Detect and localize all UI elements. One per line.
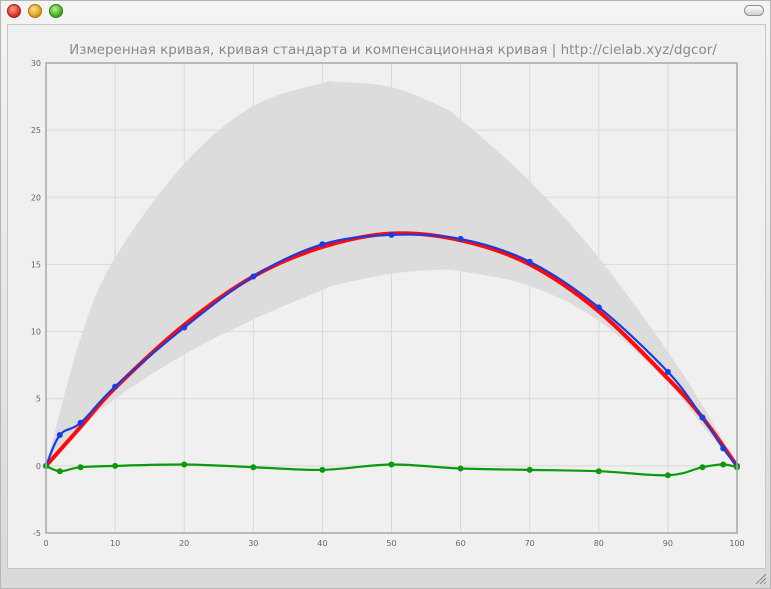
plot-frame <box>45 62 738 534</box>
chart-area: Измеренная кривая, кривая стандарта и ко… <box>7 24 766 569</box>
measured-point <box>319 241 326 248</box>
x-tick-label: 20 <box>179 539 189 548</box>
compensation-series <box>43 461 740 479</box>
tolerance-band <box>46 80 737 466</box>
compensation-point <box>250 464 257 471</box>
compensation-point <box>526 466 533 473</box>
measured-point <box>250 273 257 280</box>
y-tick-label: 15 <box>31 260 41 269</box>
resize-grip[interactable] <box>753 571 767 585</box>
chart: Измеренная кривая, кривая стандарта и ко… <box>31 42 745 548</box>
x-tick-label: 40 <box>317 539 327 548</box>
compensation-point <box>56 468 63 475</box>
x-tick-label: 90 <box>663 539 673 548</box>
measured-point <box>595 304 602 311</box>
close-button[interactable] <box>7 4 21 18</box>
x-tick-label: 10 <box>110 539 120 548</box>
y-tick-label: 10 <box>31 328 41 337</box>
x-tick-label: 100 <box>729 539 744 548</box>
tolerance-band-area <box>46 80 737 466</box>
compensation-point <box>388 461 395 468</box>
toolbar-toggle-button[interactable] <box>744 5 764 16</box>
x-tick-label: 80 <box>594 539 604 548</box>
compensation-point <box>181 461 188 468</box>
measured-point <box>699 414 706 421</box>
measured-point <box>77 419 84 426</box>
x-tick-label: 60 <box>456 539 466 548</box>
measured-point <box>526 258 533 265</box>
compensation-point <box>699 464 706 471</box>
chart-title: Измеренная кривая, кривая стандарта и ко… <box>69 42 717 58</box>
measured-point <box>112 383 119 390</box>
compensation-point <box>77 464 84 471</box>
measured-point <box>664 368 671 375</box>
y-tick-label: -5 <box>33 529 41 538</box>
compensation-point <box>457 465 464 472</box>
y-tick-label: 30 <box>31 59 41 68</box>
series-layer <box>43 231 740 479</box>
y-tick-label: 25 <box>31 126 41 135</box>
x-tick-label: 0 <box>43 539 48 548</box>
measured-point <box>181 324 188 331</box>
measured-point <box>720 445 727 452</box>
compensation-point <box>720 461 727 468</box>
x-tick-label: 30 <box>248 539 258 548</box>
zoom-button[interactable] <box>49 4 63 18</box>
y-tick-label: 5 <box>36 395 41 404</box>
measured-point <box>388 231 395 238</box>
measured-point <box>56 431 63 438</box>
compensation-point <box>664 472 671 479</box>
x-tick-label: 50 <box>386 539 396 548</box>
compensation-point <box>112 462 119 469</box>
minimize-button[interactable] <box>28 4 42 18</box>
compensation-point <box>319 466 326 473</box>
measured-point <box>457 235 464 242</box>
x-tick-label: 70 <box>525 539 535 548</box>
y-tick-label: 20 <box>31 193 41 202</box>
title-bar <box>1 1 771 23</box>
y-tick-label: 0 <box>36 462 41 471</box>
compensation-point <box>595 468 602 475</box>
